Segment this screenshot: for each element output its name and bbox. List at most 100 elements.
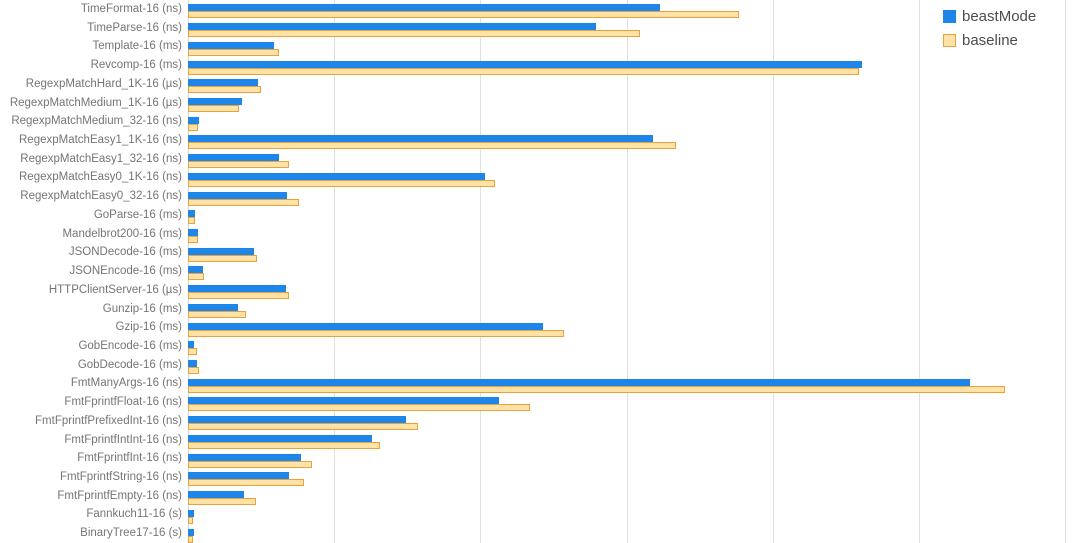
legend-item-beastmode[interactable]: beastMode [943, 9, 1036, 24]
bar-baseline[interactable] [188, 460, 313, 468]
bar-beastmode[interactable] [188, 397, 500, 405]
bar-baseline[interactable] [188, 123, 199, 131]
bar-beastmode[interactable] [188, 191, 288, 199]
chart-row: Revcomp-16 (ms) [0, 56, 1080, 75]
chart-row: TimeParse-16 (ns) [0, 19, 1080, 38]
bar-baseline[interactable] [188, 479, 304, 487]
bar-beastmode[interactable] [188, 378, 971, 386]
bar-baseline[interactable] [188, 67, 860, 75]
bar-baseline[interactable] [188, 236, 198, 244]
bar-baseline[interactable] [188, 142, 677, 150]
bar-beastmode[interactable] [188, 491, 244, 499]
bar-baseline[interactable] [188, 329, 564, 337]
bar-baseline[interactable] [188, 161, 289, 169]
category-label: FmtFprintfPrefixedInt-16 (ns) [35, 414, 182, 427]
bar-beastmode[interactable] [188, 116, 199, 124]
chart-row: FmtFprintfFloat-16 (ns) [0, 393, 1080, 412]
chart-row: RegexpMatchEasy1_1K-16 (ns) [0, 131, 1080, 150]
bar-beastmode[interactable] [188, 453, 301, 461]
category-label: Gunzip-16 (ms) [102, 302, 182, 315]
bar-baseline[interactable] [188, 273, 205, 281]
bar-baseline[interactable] [188, 179, 496, 187]
bar-beastmode[interactable] [188, 41, 275, 49]
beastmode-swatch-icon [943, 10, 956, 23]
chart-row: RegexpMatchMedium_32-16 (ns) [0, 112, 1080, 131]
bar-beastmode[interactable] [188, 60, 863, 68]
bar-group [188, 360, 199, 375]
bar-beastmode[interactable] [188, 360, 198, 368]
chart-row: RegexpMatchMedium_1K-16 (µs) [0, 94, 1080, 113]
chart-row: FmtFprintfEmpty-16 (ns) [0, 487, 1080, 506]
x-gridline [919, 0, 921, 543]
bar-baseline[interactable] [188, 292, 289, 300]
bar-group [188, 41, 279, 56]
bar-baseline[interactable] [188, 86, 262, 94]
x-gridline [1065, 0, 1067, 543]
category-label: FmtFprintfInt-16 (ns) [77, 452, 182, 465]
chart-row: RegexpMatchEasy0_32-16 (ns) [0, 187, 1080, 206]
bar-baseline[interactable] [188, 516, 194, 524]
bar-beastmode[interactable] [188, 341, 194, 349]
bar-group [188, 135, 677, 150]
chart-row: JSONDecode-16 (ms) [0, 243, 1080, 262]
bar-beastmode[interactable] [188, 322, 544, 330]
bar-group [188, 97, 243, 112]
bar-baseline[interactable] [188, 385, 1006, 393]
bar-baseline[interactable] [188, 367, 199, 375]
bar-group [188, 116, 199, 131]
bar-baseline[interactable] [188, 310, 246, 318]
bar-baseline[interactable] [188, 535, 193, 543]
bar-baseline[interactable] [188, 441, 380, 449]
bar-baseline[interactable] [188, 348, 198, 356]
bar-beastmode[interactable] [188, 434, 373, 442]
bar-baseline[interactable] [188, 104, 240, 112]
bar-baseline[interactable] [188, 48, 279, 56]
category-label: RegexpMatchMedium_32-16 (ns) [11, 115, 182, 128]
x-gridline [480, 0, 482, 543]
bar-beastmode[interactable] [188, 4, 661, 12]
bar-group [188, 285, 289, 300]
bar-baseline[interactable] [188, 404, 531, 412]
bar-baseline[interactable] [188, 11, 740, 19]
bar-beastmode[interactable] [188, 210, 196, 218]
bar-group [188, 453, 313, 468]
chart-row: FmtFprintfIntInt-16 (ns) [0, 431, 1080, 450]
bar-baseline[interactable] [188, 498, 256, 506]
bar-group [188, 266, 205, 281]
bar-baseline[interactable] [188, 217, 195, 225]
bar-beastmode[interactable] [188, 247, 254, 255]
bar-baseline[interactable] [188, 198, 300, 206]
bar-beastmode[interactable] [188, 266, 203, 274]
bar-beastmode[interactable] [188, 172, 485, 180]
bar-beastmode[interactable] [188, 303, 238, 311]
bar-baseline[interactable] [188, 254, 258, 262]
bar-beastmode[interactable] [188, 79, 259, 87]
bar-baseline[interactable] [188, 30, 640, 38]
bar-beastmode[interactable] [188, 472, 289, 480]
bar-beastmode[interactable] [188, 416, 406, 424]
bar-baseline[interactable] [188, 423, 418, 431]
bar-group [188, 322, 564, 337]
bar-beastmode[interactable] [188, 229, 198, 237]
bar-group [188, 60, 863, 75]
bar-beastmode[interactable] [188, 135, 653, 143]
category-label: TimeParse-16 (ns) [87, 21, 182, 34]
category-label: FmtFprintfString-16 (ns) [59, 470, 182, 483]
bar-group [188, 23, 640, 38]
chart-row: BinaryTree17-16 (s) [0, 524, 1080, 543]
bar-beastmode[interactable] [188, 285, 286, 293]
bar-beastmode[interactable] [188, 528, 195, 536]
bar-beastmode[interactable] [188, 97, 243, 105]
bar-group [188, 434, 380, 449]
chart-row: HTTPClientServer-16 (µs) [0, 281, 1080, 300]
legend-item-baseline[interactable]: baseline [943, 33, 1036, 48]
bar-beastmode[interactable] [188, 509, 195, 517]
bar-beastmode[interactable] [188, 154, 279, 162]
bar-group [188, 172, 496, 187]
category-label: Revcomp-16 (ms) [90, 59, 182, 72]
category-label: GoParse-16 (ms) [93, 208, 182, 221]
chart-row: FmtFprintfInt-16 (ns) [0, 449, 1080, 468]
bar-group [188, 491, 256, 506]
bar-beastmode[interactable] [188, 23, 596, 31]
